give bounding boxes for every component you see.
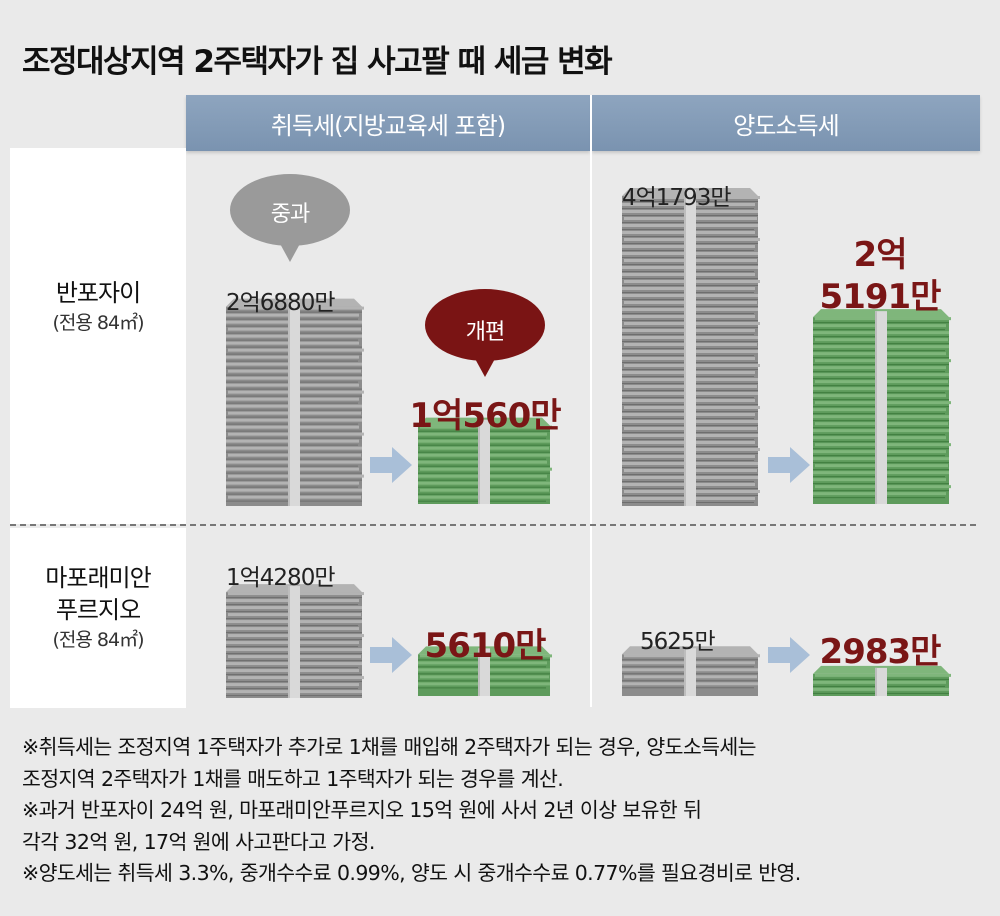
row-sub: (전용 84㎡)	[52, 312, 144, 334]
row-name: 반포자이	[55, 279, 141, 307]
row-label-banpo: 반포자이 (전용 84㎡)	[10, 277, 186, 337]
money-stack-after	[418, 417, 552, 504]
value-label-after: 2억 5191만	[800, 234, 960, 318]
page-title: 조정대상지역 2주택자가 집 사고팔 때 세금 변화	[22, 44, 613, 80]
footnote-line: ※양도세는 취득세 3.3%, 중개수수료 0.99%, 양도 시 중개수수료 …	[22, 861, 801, 885]
arrow-icon	[768, 447, 810, 483]
value-label-after-line1: 2억	[853, 235, 908, 275]
value-label-after: 1억560만	[409, 396, 561, 436]
speech-bubble-after	[425, 289, 545, 377]
money-stack-after	[813, 309, 951, 504]
header-acquisition-tax: 취득세(지방교육세 포함)	[186, 95, 590, 151]
arrow-icon	[370, 447, 412, 483]
money-stack-after	[813, 665, 951, 696]
value-label-before: 5625만	[640, 629, 716, 655]
row-panel-mapo	[10, 528, 186, 708]
row-panel-banpo	[10, 148, 186, 524]
footnote-line: 조정지역 2주택자가 1채를 매도하고 1주택자가 되는 경우를 계산.	[22, 766, 564, 791]
value-label-after-line2: 5191만	[819, 277, 942, 317]
value-label-before: 4억1793만	[622, 185, 731, 211]
value-label-after: 2983만	[819, 632, 942, 672]
bubble-after-text: 개편	[465, 320, 505, 345]
bubble-before-text: 중과	[270, 202, 310, 227]
arrow-icon	[370, 637, 412, 673]
row-divider	[10, 524, 976, 526]
row-sub: (전용 84㎡)	[52, 629, 144, 651]
row-name-line1: 마포래미안	[45, 564, 151, 592]
footnote-line: 각각 32억 원, 17억 원에 사고판다고 가정.	[22, 829, 375, 854]
arrow-icon	[768, 637, 810, 673]
value-label-before: 1억4280만	[226, 565, 335, 591]
speech-bubble-before	[230, 174, 350, 262]
money-stack-after	[418, 646, 552, 696]
money-stack-before	[226, 584, 364, 698]
footnotes: ※취득세는 조정지역 1주택자가 추가로 1채를 매입해 2주택자가 되는 경우…	[22, 732, 982, 890]
money-stack-before	[622, 646, 760, 696]
money-stack-before	[226, 298, 364, 506]
value-label-after: 5610만	[424, 626, 547, 666]
header-transfer-tax: 양도소득세	[592, 95, 980, 151]
footnote-line: ※취득세는 조정지역 1주택자가 추가로 1채를 매입해 2주택자가 되는 경우…	[22, 735, 757, 759]
column-divider	[590, 95, 592, 707]
footnote-line: ※과거 반포자이 24억 원, 마포래미안푸르지오 15억 원에 사서 2년 이…	[22, 798, 702, 822]
money-stack-before	[622, 188, 760, 506]
row-label-mapo: 마포래미안 푸르지오 (전용 84㎡)	[10, 562, 186, 654]
row-name-line2: 푸르지오	[55, 596, 141, 624]
value-label-before: 2억6880만	[226, 290, 335, 316]
